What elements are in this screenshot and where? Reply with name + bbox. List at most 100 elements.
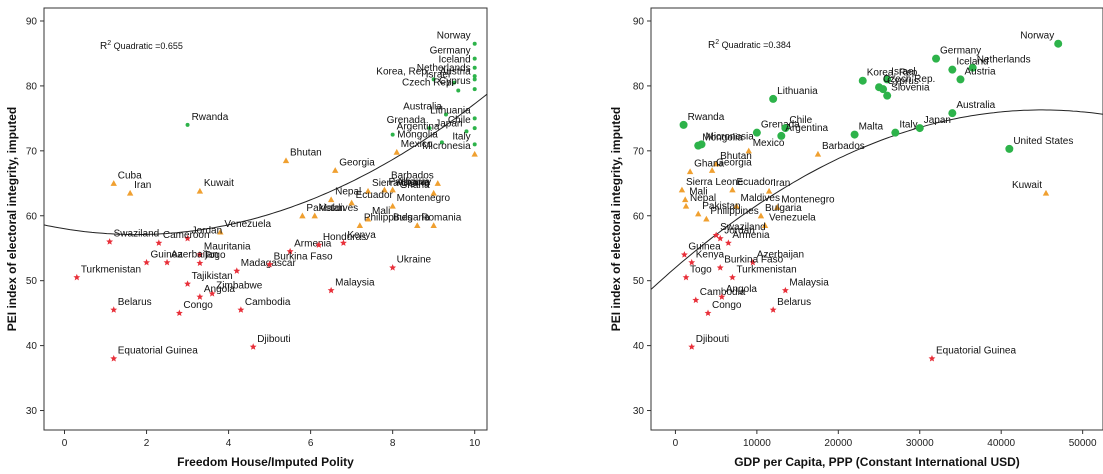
panel-1-point-label-barbados: Barbados [391, 170, 434, 181]
panel-2-point-mali [682, 196, 689, 203]
panel-2-point-label-rwanda: Rwanda [688, 112, 725, 123]
panel-2-point-malaysia [781, 286, 789, 294]
panel-1-point-label-guinea: Guinea [151, 249, 184, 260]
panel-1-point-barbados [434, 180, 441, 186]
panel-1-point-label-turkmenistan: Turkmenistan [81, 264, 141, 275]
panel-1-point-norway [472, 41, 477, 46]
panel-1-point-label-iceland: Iceland [438, 55, 470, 66]
panel-1-point-congo [175, 309, 183, 317]
panel-1-point-label-cuba: Cuba [118, 170, 142, 181]
panel-2-ytick-label-70: 70 [633, 146, 645, 157]
panel-1-point-label-malaysia: Malaysia [335, 277, 375, 288]
panel-1-ytick-label-50: 50 [26, 276, 38, 287]
panel-1-point-montenegro [389, 202, 396, 209]
panel-1-point-guinea [143, 258, 150, 266]
panel-2-point-label-ecuador: Ecuador [736, 177, 774, 188]
panel-2-point-argentina [777, 131, 786, 140]
panel-1-point-madagascar [233, 267, 241, 274]
panel-1-point-label-mongolia: Mongolia [397, 129, 438, 140]
panel-1-point-label-ecuador: Ecuador [356, 190, 394, 201]
panel-2-ytick-label-90: 90 [633, 16, 645, 27]
panel-2-point-ghana [686, 168, 694, 175]
panel-1-point-label-swaziland: Swaziland [114, 229, 160, 240]
panel-1-xtick-label-6: 6 [308, 438, 314, 449]
panel-1-point-italy [472, 142, 477, 147]
panel-1-point-mauritania [196, 251, 204, 258]
panel-2-point-label-korea-rep: Korea, Rep. [867, 68, 920, 79]
panel-2-point-label-mali: Mali [689, 187, 707, 198]
panel-2-point-venezuela [761, 222, 769, 229]
panel-1-point-label-belarus: Belarus [118, 297, 152, 308]
panel-2-fit-curve [651, 109, 1103, 290]
panel-1-point-label-jordan: Jordan [192, 225, 223, 236]
panel-1-point-label-azerbaijan: Azerbaijan [171, 249, 218, 260]
panel-1-point-label-czech-rep: Czech Rep. [402, 77, 454, 88]
panel-2-point-label-swaziland: Swaziland [720, 222, 766, 233]
panel-2-point-pakistan [695, 210, 702, 217]
panel-2-point-mexico [745, 147, 752, 154]
panel-1-point-burkina-faso [266, 260, 274, 268]
panel-1-point-label-paraguay: Paraguay [388, 177, 431, 188]
panel-2-xtick-label-10000: 10000 [743, 438, 771, 449]
panel-2-point-label-kuwait: Kuwait [1012, 180, 1042, 191]
panel-1-point-label-burkina-faso: Burkina Faso [274, 251, 333, 262]
panel-1-point-label-israel: Israel [426, 70, 450, 81]
panel-1-ytick-label-60: 60 [26, 211, 38, 222]
panel-1-point-label-venezuela: Venezuela [224, 219, 271, 230]
panel-1-point-kenya [340, 239, 347, 246]
panel-1-point-maldives [311, 212, 318, 219]
panel-1-point-label-cyprus: Cyprus [439, 76, 471, 87]
panel-1-point-paraguay [381, 186, 388, 193]
panel-2-xtick-label-40000: 40000 [987, 438, 1015, 449]
panel-1-xtick-label-10: 10 [469, 438, 481, 449]
panel-1-point-ukraine [389, 264, 397, 271]
panel-2-point-label-ghana: Ghana [694, 159, 724, 170]
panel-2-point-germany [932, 54, 941, 63]
panel-1-point-label-grenada: Grenada [387, 115, 426, 126]
panel-2-point-belarus [769, 306, 777, 313]
panel-2-point-label-kenya: Kenya [696, 249, 725, 260]
panel-1-point-label-ghana: Ghana [400, 180, 430, 191]
panel-1-point-azerbaijan [163, 258, 171, 266]
panel-2-point-grenada [752, 128, 761, 137]
panel-1-point-kuwait [196, 187, 204, 194]
panel-2-point-label-lithuania: Lithuania [777, 86, 818, 97]
panel-1-point-equatorial-guinea [110, 354, 118, 362]
panel-2-point-austria [956, 75, 965, 84]
panel-2-point-bhutan [712, 160, 720, 167]
panel-2-point-cambodia [692, 296, 700, 304]
panel-2-point-label-burkina-faso: Burkina Faso [724, 255, 783, 266]
panel-1-point-label-mauritania: Mauritania [204, 242, 251, 253]
panel-1-point-label-angola: Angola [204, 284, 236, 295]
panel-1-ytick-label-90: 90 [26, 16, 38, 27]
panel-1-point-mali [364, 215, 372, 222]
panel-1-point-label-germany: Germany [430, 46, 471, 57]
panel-1-point-honduras [315, 241, 323, 248]
panel-1-point-label-italy: Italy [452, 131, 470, 142]
panel-2-point-label-jordan: Jordan [724, 225, 755, 236]
panel-1-ytick-label-70: 70 [26, 146, 38, 157]
panel-1-point-netherlands [472, 74, 477, 79]
panel-1-xtick-label-2: 2 [144, 438, 150, 449]
panel-2-point-barbados [814, 150, 822, 157]
panel-2-point-iceland [948, 65, 957, 74]
panel-1-point-label-netherlands: Netherlands [417, 63, 471, 74]
panel-1-ytick-label-40: 40 [26, 341, 38, 352]
panel-1-point-label-korea-rep: Korea, Rep. [376, 66, 429, 77]
panel-1-point-argentina [390, 132, 395, 137]
panel-2-point-label-armenia: Armenia [732, 230, 770, 241]
panel-1-point-label-montenegro: Montenegro [397, 193, 451, 204]
panel-2-point-cyprus [879, 85, 888, 94]
panel-2-point-label-norway: Norway [1020, 31, 1054, 42]
panel-2-point-label-djibouti: Djibouti [696, 334, 729, 345]
panel-1-point-germany [472, 56, 477, 61]
panel-2-xtick-label-30000: 30000 [906, 438, 934, 449]
panel-1-point-label-pakistan: Pakistan [306, 203, 344, 214]
panel-2-point-lithuania [769, 94, 778, 103]
panel-1-point-label-mali: Mali [372, 206, 390, 217]
panel-1-point-belarus [110, 306, 118, 313]
panel-1-point-romania [414, 222, 421, 229]
panel-1-point-grenada [427, 126, 432, 131]
panel-1-point-label-chile: Chile [448, 115, 471, 126]
panel-2-point-label-argentina: Argentina [785, 123, 828, 134]
